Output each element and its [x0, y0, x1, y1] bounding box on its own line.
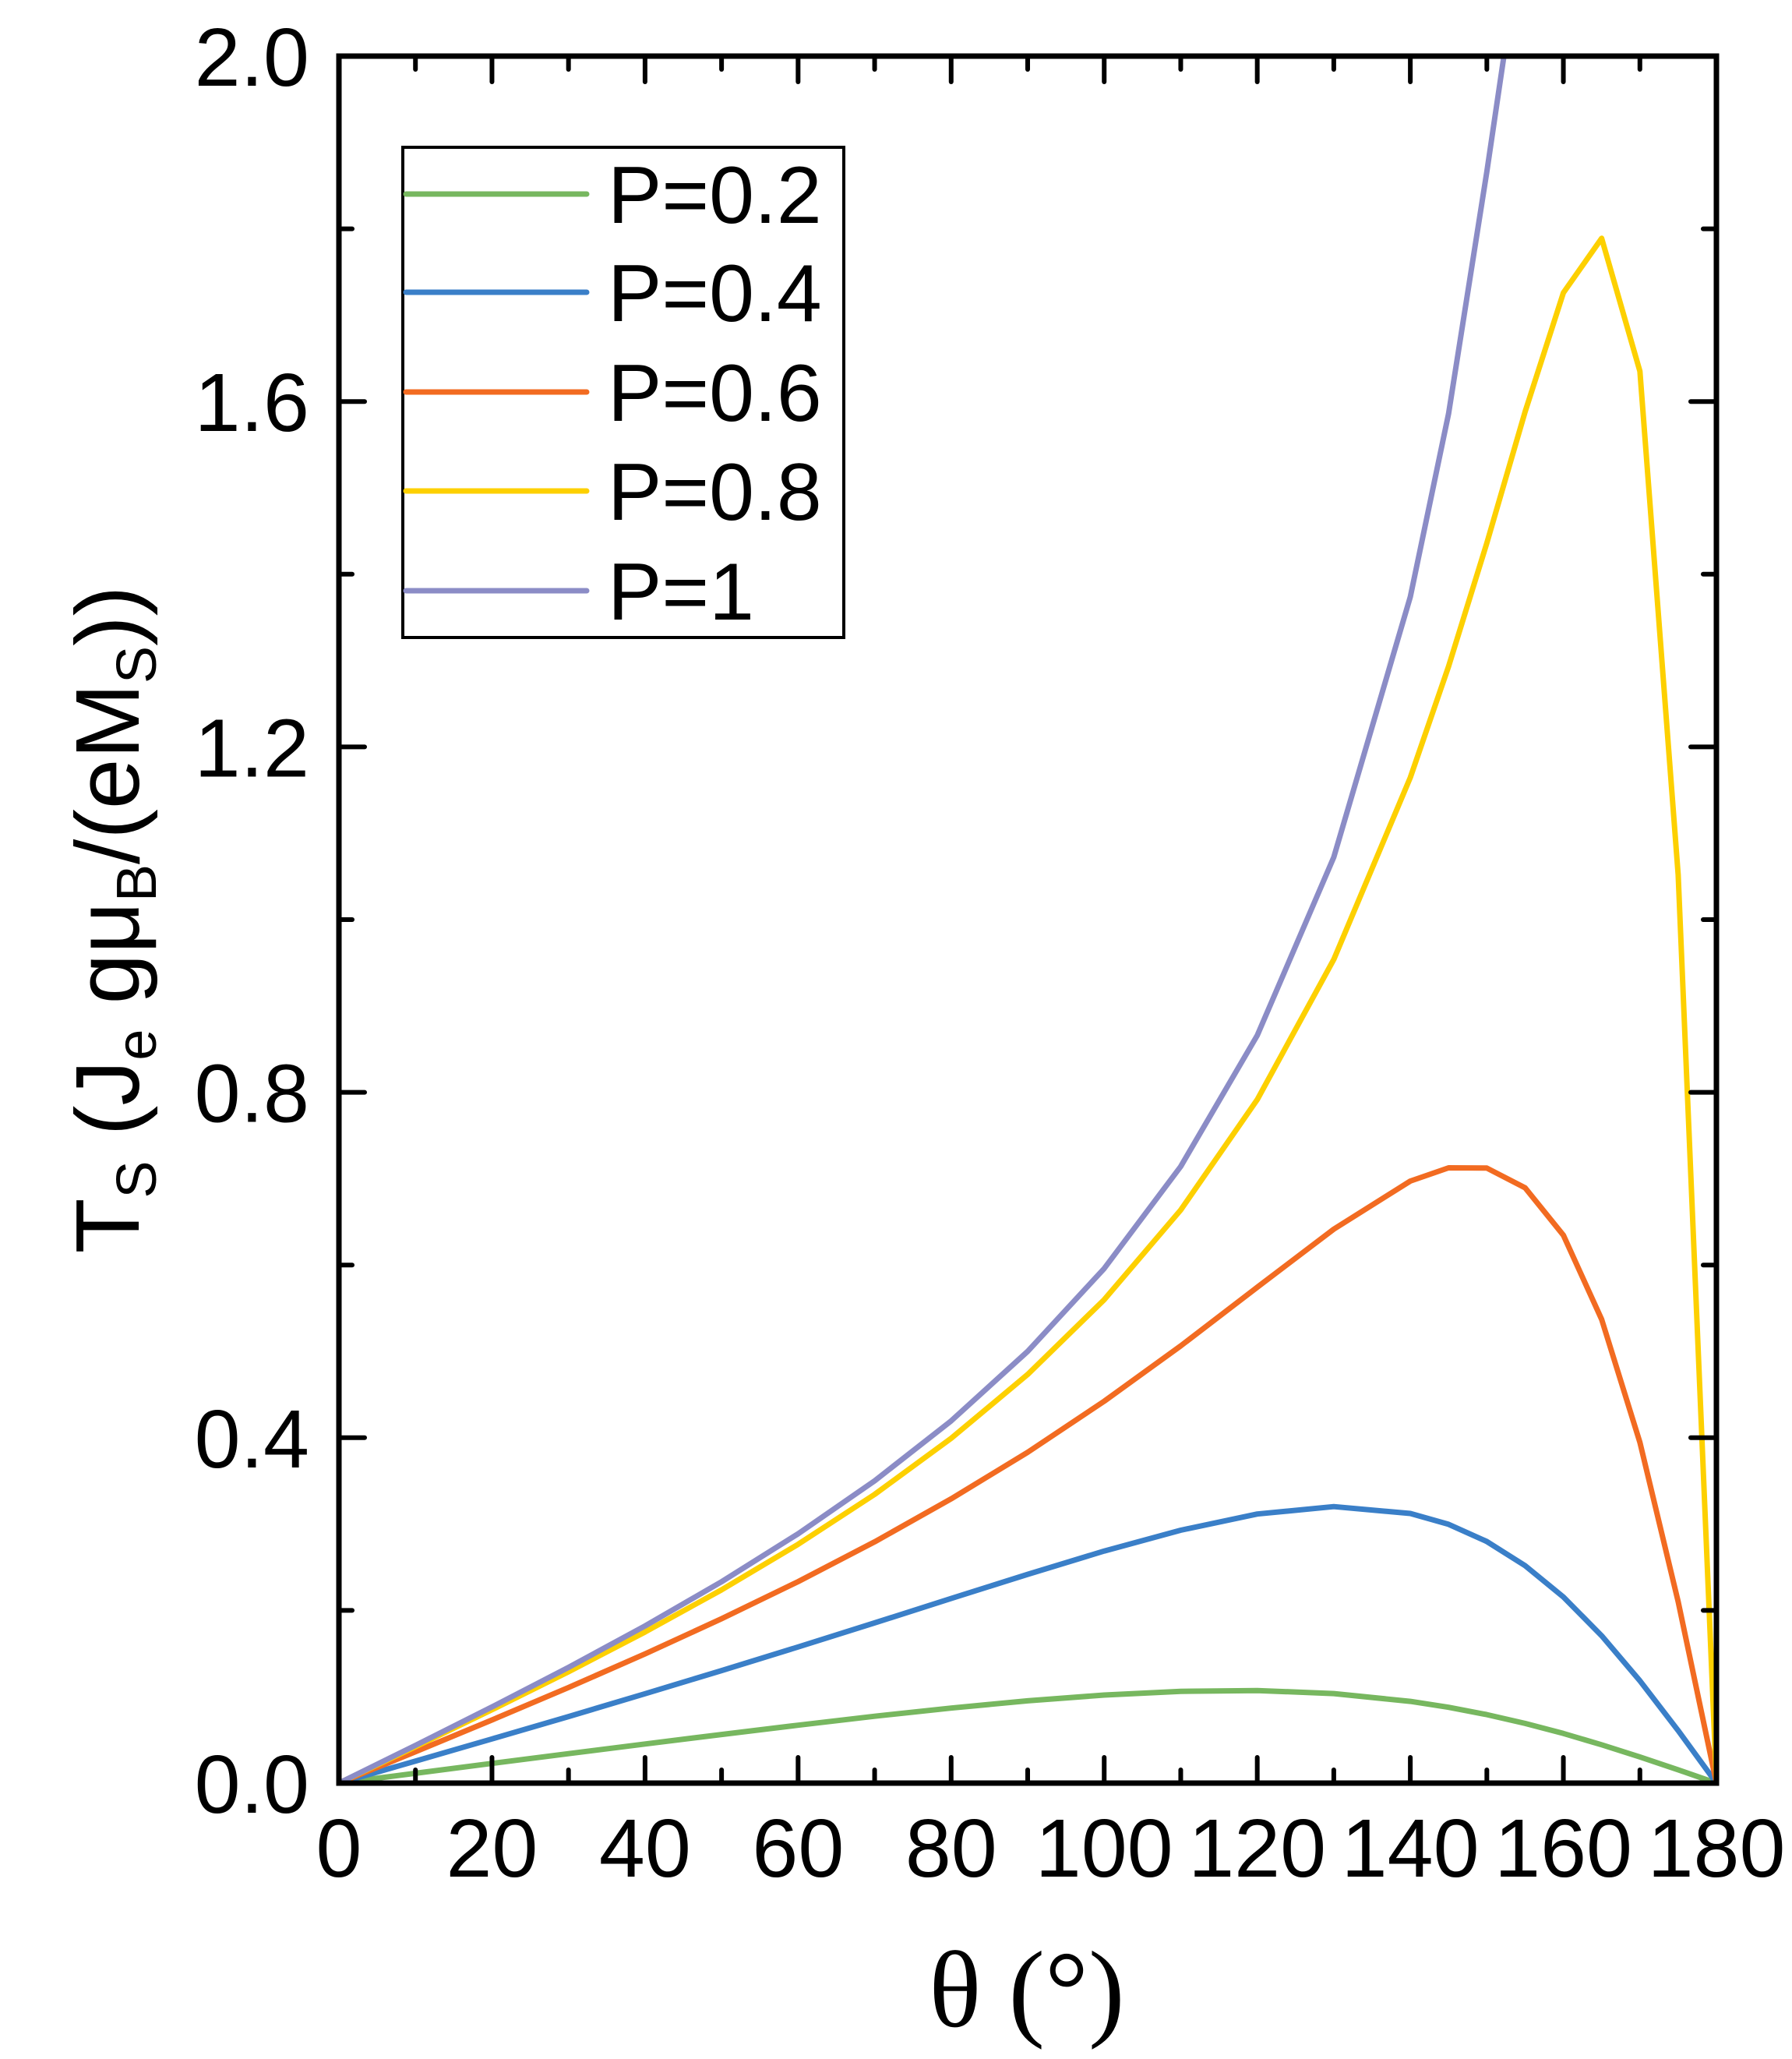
legend-label: P=1 [608, 547, 754, 637]
y-tick-label: 2.0 [195, 12, 309, 104]
y-tick-label: 1.2 [195, 702, 309, 794]
legend-label: P=0.8 [608, 447, 822, 538]
series-line-p-0-8 [339, 235, 1716, 1783]
x-tick-label: 180 [1648, 1803, 1786, 1895]
x-tick-label: 60 [752, 1803, 844, 1895]
y-tick-labels: 0.0 0.4 0.8 1.2 1.6 2.0 [195, 12, 309, 1831]
y-tick-label: 1.6 [195, 357, 309, 449]
plot-frame [336, 53, 1720, 1786]
legend-item: P=1 [403, 547, 754, 637]
x-tick-label: 20 [446, 1803, 538, 1895]
series-line-p-1 [339, 56, 1507, 1783]
x-tick-label: 120 [1188, 1803, 1326, 1895]
x-tick-label: 140 [1342, 1803, 1480, 1895]
legend-label: P=0.2 [608, 150, 822, 241]
y-tick-label: 0.8 [195, 1048, 309, 1140]
x-tick-label: 40 [599, 1803, 691, 1895]
x-tick-label: 80 [905, 1803, 997, 1895]
legend-label: P=0.6 [608, 348, 822, 439]
x-axis-label: θ (°) [929, 1930, 1124, 2050]
legend: P=0.2P=0.4P=0.6P=0.8P=1 [401, 146, 845, 639]
x-tick-label: 0 [316, 1803, 362, 1895]
y-axis-label: TS (Je gμB/(eMS)) [57, 586, 168, 1254]
x-tick-label: 160 [1494, 1803, 1632, 1895]
x-tick-labels: 0 20 40 60 80 100 120 140 160 180 [316, 1803, 1786, 1895]
series-layer [339, 56, 1716, 1783]
legend-item: P=0.2 [403, 150, 822, 241]
legend-item: P=0.6 [403, 348, 822, 439]
series-line-p-0-4 [339, 1503, 1716, 1783]
y-tick-label: 0.0 [195, 1739, 309, 1831]
series-line-p-0-6 [339, 1165, 1716, 1783]
legend-item: P=0.8 [403, 447, 822, 538]
legend-label: P=0.4 [608, 249, 822, 339]
legend-item: P=0.4 [403, 249, 822, 339]
series-line-p-0-2 [339, 1687, 1716, 1783]
y-tick-label: 0.4 [195, 1393, 309, 1485]
x-tick-label: 100 [1035, 1803, 1173, 1895]
